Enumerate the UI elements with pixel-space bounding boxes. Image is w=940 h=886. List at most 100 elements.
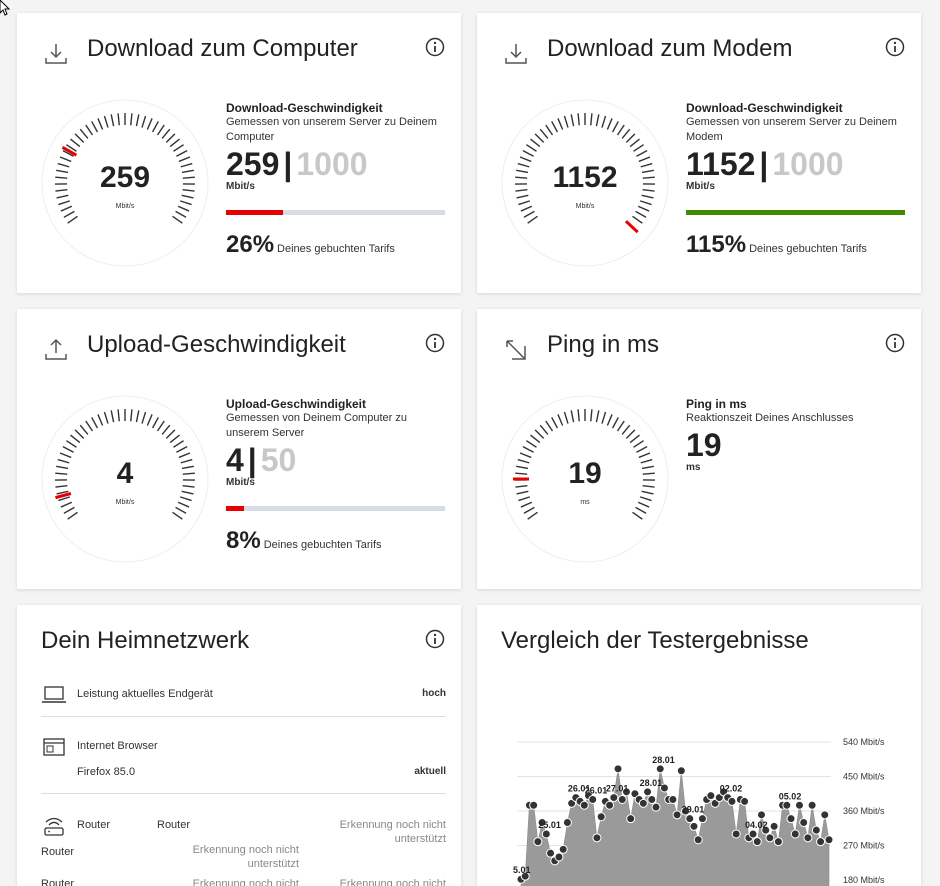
gauge-tick: [74, 133, 85, 143]
date-label: 05.02: [779, 791, 802, 801]
gauge-tick: [557, 118, 564, 130]
gauge-tick: [527, 215, 538, 224]
data-point: [638, 798, 648, 808]
info-icon[interactable]: [885, 37, 905, 57]
card-title: Download zum Computer: [87, 35, 358, 62]
gauge-tick: [130, 113, 133, 126]
gauge-tick: [625, 133, 636, 143]
ping-arrows-icon: [506, 340, 526, 360]
gauge-tick: [516, 194, 529, 199]
speed-gauge: 259 Mbit/s: [41, 99, 209, 267]
data-point: [621, 787, 631, 797]
date-label: 27.01: [606, 784, 629, 794]
gauge-tick: [629, 434, 640, 444]
gauge-tick: [606, 414, 613, 426]
measured-value: 4: [226, 442, 244, 478]
data-point: [676, 766, 686, 776]
info-icon[interactable]: [425, 629, 445, 649]
gauge-tick: [181, 465, 194, 470]
device-label: Leistung aktuelles Endgerät: [77, 688, 213, 700]
stat-title: Download-Geschwindigkeit: [226, 101, 383, 115]
data-point: [693, 835, 703, 845]
stat-subtitle: Reaktionszeit Deines Anschlusses: [686, 412, 854, 424]
mouse-cursor-icon: [0, 0, 10, 16]
gauge-tick: [177, 205, 190, 212]
speed-gauge: 4 Mbit/s: [41, 395, 209, 563]
router-row3-label: Router: [41, 878, 75, 886]
data-point: [706, 791, 716, 801]
gauge-tick: [172, 215, 183, 224]
percent-value: 8%: [226, 527, 261, 554]
data-point: [765, 833, 775, 843]
stat-subtitle: Gemessen von unserem Server zu Deinem Mo…: [686, 116, 897, 143]
gauge-tick: [523, 506, 535, 514]
gauge-tick: [103, 411, 109, 424]
gauge-tick: [570, 410, 575, 423]
data-point: [786, 814, 796, 824]
gauge-tick: [110, 114, 115, 127]
gauge-tick: [522, 446, 534, 453]
gauge-tick: [641, 490, 654, 495]
info-icon[interactable]: [425, 333, 445, 353]
browser-name: Firefox 85.0: [77, 766, 136, 778]
gauge-tick: [636, 150, 648, 157]
gauge-tick: [557, 414, 564, 426]
gauge-tick: [181, 490, 194, 495]
date-label: 28.01: [640, 778, 663, 788]
gauge-tick: [97, 414, 104, 426]
ping-gauge: 19 ms: [501, 395, 669, 563]
gauge-tick: [173, 440, 184, 448]
gauge-tick: [517, 162, 530, 168]
measured-value: 259: [226, 146, 280, 182]
gauge-value: 1152: [552, 161, 618, 194]
gauge-tick: [176, 446, 188, 453]
gauge-tick: [640, 162, 653, 168]
gauge-tick: [58, 496, 71, 502]
card-download-computer: Download zum Computer 259 Mbit/s Downloa…: [17, 13, 461, 293]
data-point: [697, 814, 707, 824]
gauge-tick: [180, 162, 193, 168]
gauge-tick: [141, 115, 147, 128]
browser-label: Internet Browser: [77, 740, 158, 752]
info-icon[interactable]: [885, 333, 905, 353]
data-point: [769, 821, 779, 831]
gauge-tick: [515, 484, 528, 488]
info-icon[interactable]: [425, 37, 445, 57]
separator: |: [283, 146, 293, 182]
gauge-tick: [165, 133, 176, 143]
data-point: [520, 871, 530, 881]
gauge-tick: [640, 458, 653, 464]
data-point: [820, 810, 830, 820]
router-row2-label: Router: [41, 846, 75, 858]
data-point: [537, 818, 547, 827]
gauge-tick: [530, 138, 541, 148]
data-point: [761, 825, 771, 835]
gauge-tick: [534, 429, 545, 439]
y-tick-label: 360 Mbit/s: [843, 806, 885, 816]
data-point: [668, 795, 678, 804]
gauge-tick: [79, 424, 89, 435]
gauge-tick: [520, 205, 533, 212]
gauge-tick: [156, 124, 165, 136]
date-label: 02.02: [720, 784, 743, 794]
date-label: 25.01: [538, 820, 561, 830]
download-icon: [505, 44, 527, 64]
gauge-tick: [177, 501, 190, 508]
data-point: [643, 787, 653, 797]
gauge-tick: [642, 472, 655, 475]
gauge-tick: [130, 409, 133, 422]
data-point: [651, 802, 661, 812]
data-point: [647, 795, 657, 804]
gauge-tick: [103, 115, 109, 128]
gauge-tick: [74, 429, 85, 439]
stat-subtitle: Gemessen von Deinem Computer zu unserem …: [226, 412, 407, 439]
y-tick-label: 450 Mbit/s: [843, 772, 885, 782]
tariff-max: 50: [260, 442, 297, 478]
gauge-tick: [534, 133, 545, 143]
gauge-tick: [63, 506, 75, 514]
device-row: Leistung aktuelles Endgerät hoch: [41, 685, 446, 707]
gauge-unit: Mbit/s: [115, 203, 135, 210]
gauge-tick: [66, 144, 77, 152]
router-row3-status: Erkennung noch nicht: [192, 878, 299, 886]
gauge-tick: [551, 121, 559, 133]
